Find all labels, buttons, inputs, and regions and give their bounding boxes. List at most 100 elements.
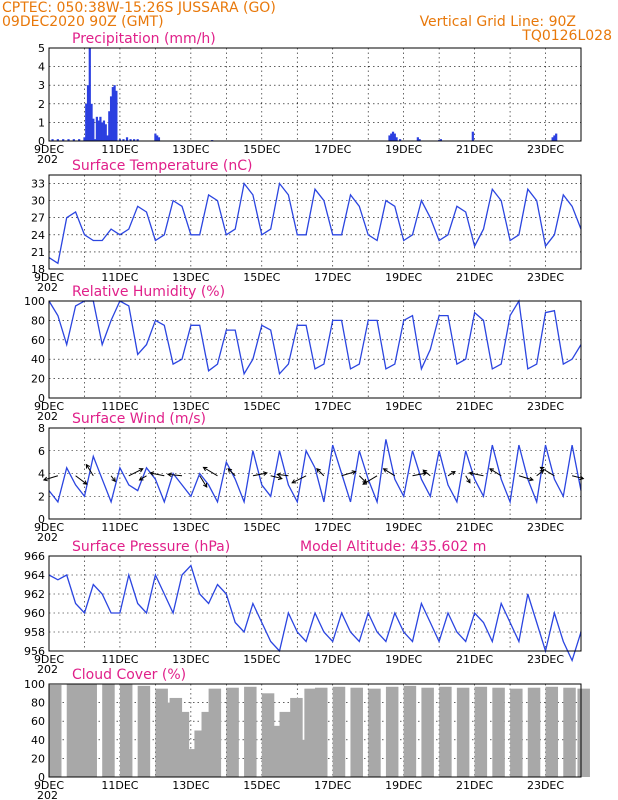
cloud-bar (545, 686, 559, 777)
y-tick-label: 60 (31, 715, 45, 728)
panel-frame (48, 555, 582, 652)
wind-vector (252, 472, 268, 477)
x-tick-label: 15DEC (243, 400, 280, 413)
precip-bar (157, 137, 161, 141)
series-line (48, 439, 582, 505)
wind-vector (489, 468, 502, 477)
wind-vector (199, 475, 208, 488)
y-tick-label: 0 (38, 392, 45, 405)
precip-bar (113, 85, 116, 141)
x-year-label: 202 (37, 531, 58, 544)
x-tick-label: 11DEC (101, 521, 138, 534)
cloud-bar (102, 684, 115, 777)
wind-vector (43, 475, 59, 481)
x-tick-label: 13DEC (172, 271, 209, 284)
x-tick-label: 15DEC (243, 271, 280, 284)
y-tick-label: 80 (31, 697, 45, 710)
y-tick-label: 966 (24, 550, 45, 563)
precip-bar (133, 139, 136, 141)
wind-vector (128, 468, 144, 477)
y-tick-label: 4 (38, 468, 45, 481)
x-tick-label: 13DEC (172, 653, 209, 666)
x-tick-label: 23DEC (527, 779, 564, 792)
y-tick-label: 0 (38, 135, 45, 148)
x-tick-label: 11DEC (101, 400, 138, 413)
x-tick-label: 21DEC (456, 521, 493, 534)
precip-bar (388, 135, 391, 141)
wind-vector (110, 475, 116, 482)
cloud-bar (72, 684, 85, 777)
precip-bar (125, 137, 129, 141)
series-line (48, 299, 582, 376)
x-year-label: 202 (37, 153, 58, 166)
cloud-bar (208, 688, 222, 777)
wind-vector (341, 471, 356, 477)
y-tick-label: 6 (38, 445, 45, 458)
wind-vector-head (362, 480, 368, 485)
y-tick-label: 960 (24, 607, 45, 620)
x-tick-label: 17DEC (314, 143, 351, 156)
cloud-bar (137, 685, 151, 777)
panel-6: Cloud Cover (%) 0 20 40 60 80 100 9DEC 11DEC 13DE… (24, 667, 590, 800)
x-tick-label: 11DEC (101, 653, 138, 666)
panel-1: Precipitation (mm/h) 0 1 2 3 4 5 9DEC 11DEC 13DEC… (34, 31, 582, 166)
x-tick-label: 23DEC (527, 521, 564, 534)
panel-title: Relative Humidity (%) (72, 284, 225, 300)
y-tick-label: 100 (24, 295, 45, 308)
wind-vector-head (85, 463, 91, 469)
precip-bar (101, 122, 104, 141)
wind-vector (227, 468, 236, 477)
panel-title: Surface Pressure (hPa) (72, 539, 230, 555)
y-tick-label: 8 (38, 422, 45, 435)
precip-bar (102, 120, 106, 141)
wind-vector (291, 475, 307, 484)
x-tick-label: 19DEC (385, 653, 422, 666)
wind-vector (536, 469, 544, 477)
precip-bar (92, 118, 95, 141)
wind-vector-head (42, 476, 48, 482)
wind-vector (270, 475, 282, 480)
wind-vector (518, 475, 534, 481)
header-date: 09DEC2020 90Z (GMT) (2, 14, 164, 30)
panel-frame (48, 47, 582, 142)
x-tick-label: 19DEC (385, 271, 422, 284)
wind-vector-head (382, 468, 388, 473)
wind-vector-head (203, 482, 208, 488)
wind-vector-head (316, 468, 321, 473)
wind-vector-head (138, 476, 144, 481)
panel-title: Surface Temperature (nC) (72, 158, 253, 174)
model-altitude-label: Model Altitude: 435.602 m (300, 539, 486, 555)
panel-frame (48, 300, 582, 399)
precip-bar (108, 111, 111, 141)
wind-vector-head (202, 466, 208, 472)
precip-bar (156, 135, 159, 141)
x-tick-label: 19DEC (385, 521, 422, 534)
precip-bar (122, 139, 125, 141)
cloud-bar (261, 693, 275, 777)
panel-4: Surface Wind (m/s) 0 2 4 6 8 9DEC 11DEC 13DEC 15D… (34, 411, 585, 544)
y-tick-label: 964 (24, 569, 45, 582)
panel-5: Surface Pressure (hPa) Model Altitude: 43… (24, 539, 582, 676)
precip-bar (391, 131, 395, 141)
wind-vector (383, 468, 396, 477)
header-location: CPTEC: 050:38W-15:26S JUSSARA (GO) (2, 0, 276, 16)
cloud-bar (119, 684, 133, 777)
wind-vector (203, 466, 218, 477)
cloud-bar (304, 688, 317, 777)
wind-vector (422, 469, 431, 477)
x-tick-label: 9DEC (34, 653, 64, 666)
precip-bar (106, 135, 109, 141)
wind-vector-head (149, 471, 155, 476)
x-tick-label: 21DEC (456, 653, 493, 666)
header-model-id: TQ0126L028 (521, 28, 612, 44)
precip-bar (136, 139, 139, 141)
wind-vector (469, 472, 484, 477)
x-tick-label: 11DEC (101, 271, 138, 284)
y-tick-label: 60 (31, 334, 45, 347)
y-tick-label: 962 (24, 588, 45, 601)
precip-bar (129, 139, 132, 141)
precip-bar (95, 116, 98, 141)
panel-title: Cloud Cover (%) (72, 667, 186, 683)
wind-vector-head (450, 471, 456, 476)
x-tick-label: 17DEC (314, 521, 351, 534)
